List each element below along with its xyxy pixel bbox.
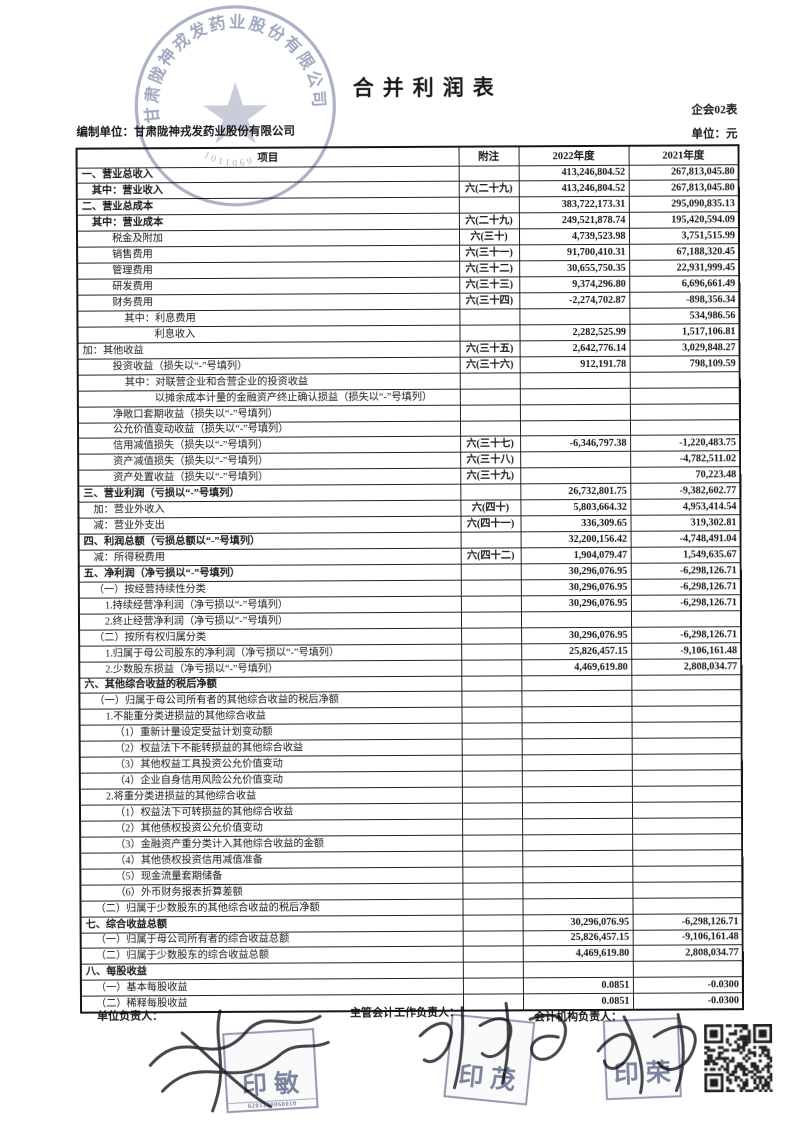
unit-head-label: 单位负责人： (97, 1010, 164, 1023)
form-number: 企会02表 (691, 104, 738, 117)
header-note: 附注 (458, 146, 519, 166)
personal-seal-accounting-dept: 印荣 (602, 1017, 682, 1101)
qr-code (704, 1024, 773, 1093)
header-2021: 2021年度 (628, 145, 739, 165)
seal-chars: 印敏 (241, 1069, 307, 1101)
personal-seal-unit-head: 印敏 6201230060010 (222, 1028, 319, 1114)
prepared-by-line: 编制单位：甘肃陇神戎发药业股份有限公司 (76, 125, 295, 139)
currency-unit-label: 单位：元 (691, 128, 738, 141)
svg-text:甘肃陇神戎发药业股份有限公司: 甘肃陇神戎发药业股份有限公司 (141, 11, 328, 124)
seal-code: 6201230060010 (228, 1098, 317, 1112)
income-statement-table: 项目 附注 2022年度 2021年度 一、营业总收入 413,246,804.5… (75, 144, 745, 1014)
income-table-body: 一、营业总收入 413,246,804.52 267,813,045.80 其中：营业… (76, 164, 744, 1013)
seal-company-name: 甘肃陇神戎发药业股份有限公司 (141, 11, 328, 124)
header-item: 项目 (76, 146, 459, 168)
seal-chars: 印荣 (613, 1059, 679, 1089)
personal-seal-chief-accounting: 印茂 (443, 1013, 536, 1106)
seal-chars: 印茂 (457, 1062, 524, 1096)
chief-accounting-label: 主管会计工作负责人： (350, 1006, 461, 1020)
header-2022: 2022年度 (518, 145, 629, 166)
page-title: 合并利润表 (352, 75, 503, 101)
